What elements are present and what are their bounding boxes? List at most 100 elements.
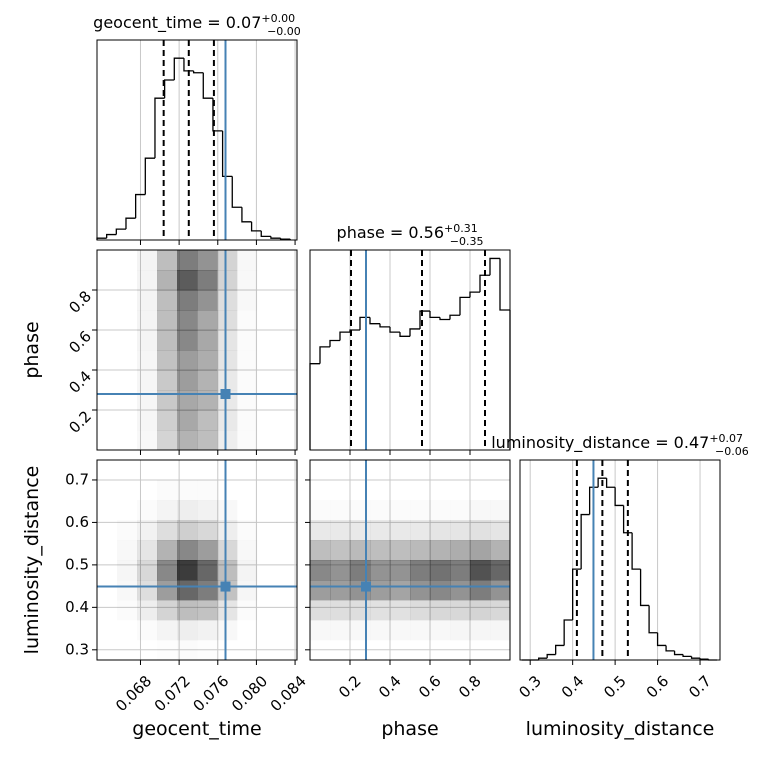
density-cell <box>330 460 350 480</box>
density-cell <box>137 250 158 271</box>
x-axis-label: luminosity_distance <box>526 718 715 740</box>
density-cell <box>310 620 330 640</box>
density-cell <box>330 520 351 541</box>
density-cell <box>117 250 137 270</box>
density-cell <box>257 540 277 560</box>
density-cell <box>197 520 218 541</box>
density-cell <box>410 640 430 660</box>
density-cell <box>177 520 198 541</box>
density-cell <box>450 580 471 601</box>
density-cell <box>470 580 491 601</box>
density-cell <box>390 480 410 500</box>
density-cell <box>330 600 351 621</box>
density-cell <box>157 330 178 351</box>
x-tick-label: 0.7 <box>685 672 715 702</box>
hist-bin <box>631 532 641 570</box>
density-cell <box>370 520 391 541</box>
density-cell <box>490 620 510 640</box>
density-cell <box>430 620 450 640</box>
density-cell <box>330 640 350 660</box>
hist-bin <box>279 238 291 240</box>
density-cell <box>117 350 137 370</box>
density-cell <box>97 290 117 310</box>
density-cell <box>330 560 351 581</box>
density-cell <box>370 560 391 581</box>
density-cell <box>157 370 178 391</box>
density-cell <box>370 460 390 480</box>
density-cell <box>217 640 237 660</box>
panel: geocent_time = 0.07+0.00 −0.00 <box>93 12 301 245</box>
hist-bin <box>419 310 430 329</box>
density-cell <box>470 540 491 561</box>
density-cell <box>97 520 117 540</box>
hist-bin <box>399 332 410 337</box>
density-cell <box>350 500 370 520</box>
density-cell <box>97 460 117 480</box>
density-cell <box>330 480 350 500</box>
density-cell <box>177 310 198 331</box>
density-cell <box>157 390 178 411</box>
density-cell <box>197 430 218 451</box>
hist-bin <box>648 605 658 634</box>
title-upper: +0.00 <box>261 12 295 25</box>
density-cell <box>390 520 411 541</box>
density-cell <box>350 640 370 660</box>
density-cell <box>390 620 410 640</box>
density-cell <box>430 600 451 621</box>
density-cell <box>97 640 117 660</box>
hist-bin <box>690 656 701 659</box>
hist-bin <box>309 363 320 450</box>
density-cell <box>97 250 117 270</box>
density-cell <box>217 270 238 291</box>
density-cell <box>97 620 117 640</box>
density-cell <box>157 310 178 331</box>
density-cell <box>217 290 238 311</box>
density-cell <box>490 640 510 660</box>
density-cell <box>277 250 297 270</box>
density-cell <box>217 430 238 451</box>
y-tick-label: 0.3 <box>65 640 89 658</box>
y-tick-label: 0.2 <box>65 407 95 437</box>
density-cell <box>390 640 410 660</box>
hist-bin <box>469 291 480 298</box>
density-cell <box>237 410 257 430</box>
hist-bin <box>319 346 330 364</box>
density-cell <box>277 460 297 480</box>
density-cell <box>310 560 331 581</box>
hist-bin <box>369 317 380 325</box>
density-cell <box>470 480 490 500</box>
density-cell <box>470 520 491 541</box>
density-cell <box>157 520 178 541</box>
density-cell <box>97 410 117 430</box>
density-cell <box>157 480 177 500</box>
density-cell <box>490 600 511 621</box>
density-cell <box>97 430 117 450</box>
panel-frame <box>309 249 511 451</box>
density-cell <box>310 520 331 541</box>
hist-bin <box>639 569 650 607</box>
density-cell <box>117 480 137 500</box>
hist-bin <box>555 644 565 655</box>
hist-bin <box>546 653 556 659</box>
density-cell <box>370 540 391 561</box>
density-cell <box>410 580 431 601</box>
density-cell <box>470 560 491 581</box>
density-cell <box>157 290 178 311</box>
hist-bin <box>665 645 675 652</box>
x-tick-label: 0.5 <box>600 672 630 702</box>
hist-bin <box>379 323 390 328</box>
density-cell <box>370 500 390 520</box>
hist-bin <box>588 486 599 515</box>
title-lower: −0.35 <box>450 235 484 248</box>
density-cell <box>470 600 491 621</box>
density-cell <box>197 330 218 351</box>
density-cell <box>410 620 430 640</box>
density-cell <box>257 430 277 450</box>
density-cell <box>97 270 117 290</box>
density-cell <box>237 310 257 330</box>
x-tick-label: 0.076 <box>189 672 232 715</box>
density-cell <box>197 600 218 621</box>
density-cell <box>470 460 490 480</box>
density-cell <box>350 480 370 500</box>
density-cell <box>137 350 157 370</box>
